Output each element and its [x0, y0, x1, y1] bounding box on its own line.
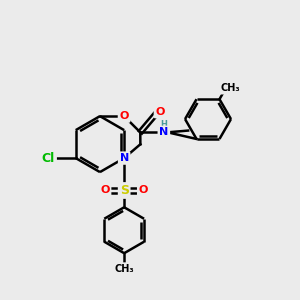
Text: O: O [100, 185, 110, 196]
Text: H: H [160, 121, 167, 130]
Text: O: O [119, 111, 129, 121]
Text: CH₃: CH₃ [114, 264, 134, 274]
Text: N: N [159, 127, 169, 137]
Text: N: N [119, 153, 129, 163]
Text: S: S [120, 184, 129, 197]
Text: O: O [139, 185, 148, 196]
Text: CH₃: CH₃ [220, 83, 240, 93]
Text: Cl: Cl [42, 152, 55, 165]
Text: O: O [155, 107, 165, 117]
